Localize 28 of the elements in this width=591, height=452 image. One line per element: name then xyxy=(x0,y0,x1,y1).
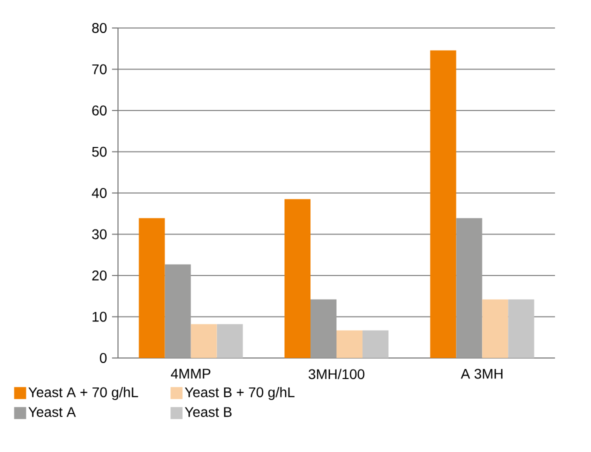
y-tick-label: 0 xyxy=(100,353,107,363)
bar xyxy=(284,199,311,358)
bar xyxy=(456,218,482,358)
bar xyxy=(216,324,243,358)
legend-label: Yeast B + 70 g/hL xyxy=(184,386,294,400)
bar xyxy=(138,218,165,358)
bar xyxy=(508,299,534,358)
y-tick-label: 50 xyxy=(92,146,107,157)
bar xyxy=(362,330,389,358)
bar xyxy=(482,299,508,358)
y-tick-label: 60 xyxy=(92,106,107,116)
y-tick-label: 70 xyxy=(92,64,107,74)
y-tick-label: 20 xyxy=(92,270,107,280)
legend-label: Yeast B xyxy=(184,407,232,417)
legend-label: Yeast A xyxy=(28,407,76,417)
x-tick-label: A 3MH xyxy=(460,368,502,379)
bar xyxy=(190,324,217,358)
x-tick-label: 3MH/100 xyxy=(308,368,364,380)
y-tick-label: 80 xyxy=(92,23,107,33)
bar xyxy=(164,264,191,358)
y-tick-label: 40 xyxy=(92,188,107,198)
bar xyxy=(430,50,456,358)
bar xyxy=(336,330,363,358)
y-tick-label: 10 xyxy=(92,312,107,322)
legend-label: Yeast A + 70 g/hL xyxy=(28,386,138,400)
bar xyxy=(310,299,337,358)
y-tick-label: 30 xyxy=(92,229,107,240)
x-tick-label: 4MMP xyxy=(170,368,210,378)
